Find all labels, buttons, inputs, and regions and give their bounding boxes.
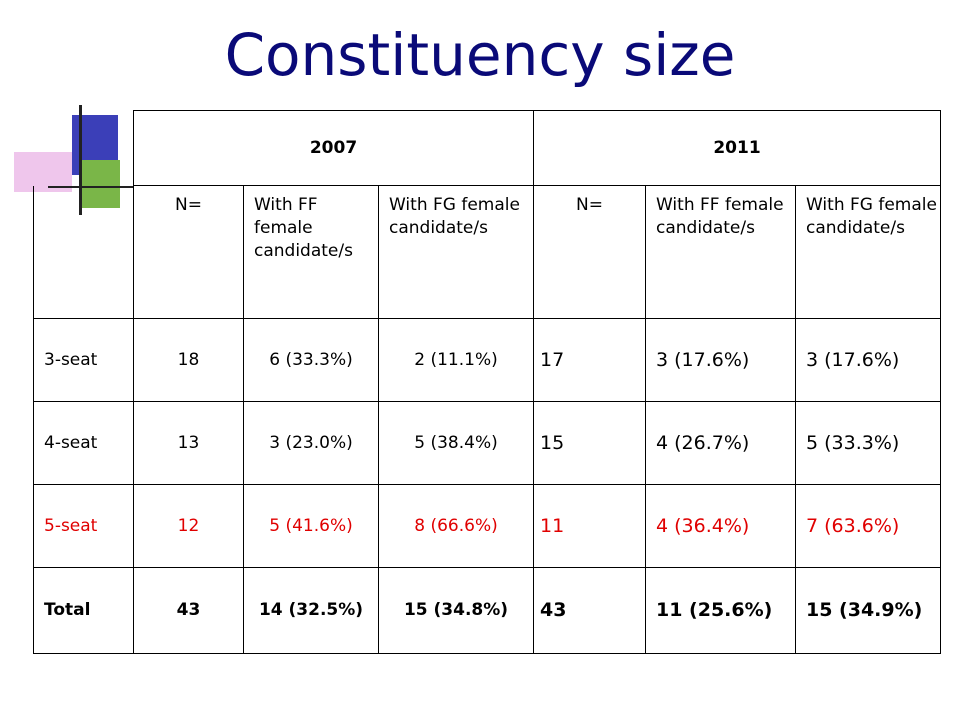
total-row: Total 43 14 (32.5%) 15 (34.8%) 43 11 (25… — [33, 567, 941, 654]
cell-fg-2007: 5 (38.4%) — [378, 401, 534, 485]
cell-n-2011: 17 — [533, 318, 646, 402]
subheader-n-2011: N= — [533, 185, 646, 319]
cell-fg-2007: 2 (11.1%) — [378, 318, 534, 402]
horizontal-accent-line — [48, 186, 133, 188]
row-label: 4-seat — [33, 401, 134, 485]
vertical-accent-line — [79, 105, 82, 215]
cell-fg-2011: 5 (33.3%) — [795, 401, 941, 485]
total-fg-2007: 15 (34.8%) — [378, 567, 534, 654]
total-n-2007: 43 — [133, 567, 244, 654]
cell-n-2011: 11 — [533, 484, 646, 568]
corner-cell — [33, 110, 134, 186]
total-ff-2011: 11 (25.6%) — [645, 567, 796, 654]
row-label: 3-seat — [33, 318, 134, 402]
year-2011-header: 2011 — [533, 110, 941, 186]
subheader-row: N= With FF female candidate/s With FG fe… — [33, 185, 941, 319]
total-label: Total — [33, 567, 134, 654]
page-title: Constituency size — [224, 21, 736, 89]
constituency-table: 2007 2011 N= With FF female candidate/s … — [33, 110, 941, 654]
subheader-ff-2011: With FF female candidate/s — [645, 185, 796, 319]
subheader-fg-2007: With FG female candidate/s — [378, 185, 534, 319]
cell-n-2007: 13 — [133, 401, 244, 485]
table-row: 3-seat 18 6 (33.3%) 2 (11.1%) 17 3 (17.6… — [33, 318, 941, 402]
cell-fg-2011: 3 (17.6%) — [795, 318, 941, 402]
corner-cell-lower — [33, 185, 134, 319]
total-fg-2011: 15 (34.9%) — [795, 567, 941, 654]
cell-fg-2007: 8 (66.6%) — [378, 484, 534, 568]
year-header-row: 2007 2011 — [33, 110, 941, 186]
subheader-n-2007: N= — [133, 185, 244, 319]
cell-ff-2007: 3 (23.0%) — [243, 401, 379, 485]
row-label: 5-seat — [33, 484, 134, 568]
cell-n-2011: 15 — [533, 401, 646, 485]
cell-ff-2011: 4 (36.4%) — [645, 484, 796, 568]
year-2007-header: 2007 — [133, 110, 534, 186]
cell-ff-2007: 6 (33.3%) — [243, 318, 379, 402]
cell-n-2007: 12 — [133, 484, 244, 568]
total-n-2011: 43 — [533, 567, 646, 654]
subheader-fg-2011: With FG female candidate/s — [795, 185, 941, 319]
cell-ff-2011: 3 (17.6%) — [645, 318, 796, 402]
total-ff-2007: 14 (32.5%) — [243, 567, 379, 654]
table-row-highlighted: 5-seat 12 5 (41.6%) 8 (66.6%) 11 4 (36.4… — [33, 484, 941, 568]
cell-fg-2011: 7 (63.6%) — [795, 484, 941, 568]
cell-n-2007: 18 — [133, 318, 244, 402]
subheader-ff-2007: With FF female candidate/s — [243, 185, 379, 319]
cell-ff-2007: 5 (41.6%) — [243, 484, 379, 568]
table-row: 4-seat 13 3 (23.0%) 5 (38.4%) 15 4 (26.7… — [33, 401, 941, 485]
cell-ff-2011: 4 (26.7%) — [645, 401, 796, 485]
